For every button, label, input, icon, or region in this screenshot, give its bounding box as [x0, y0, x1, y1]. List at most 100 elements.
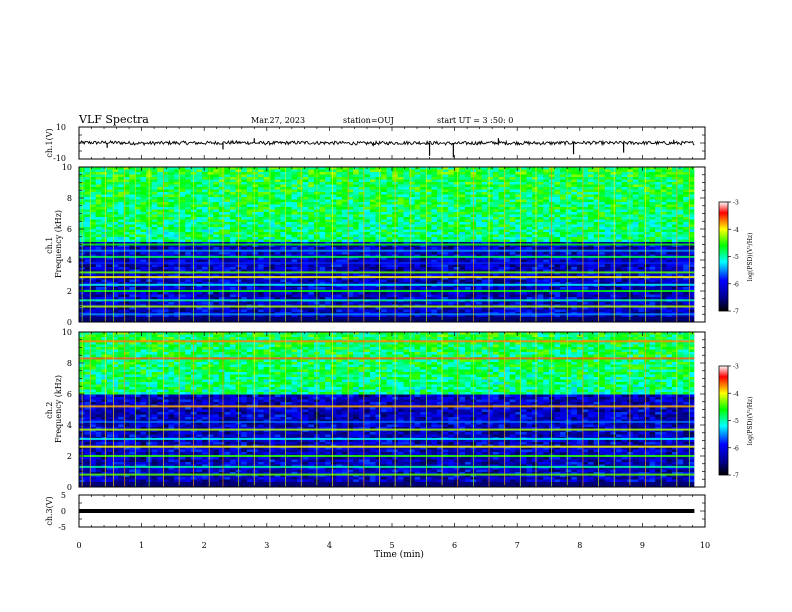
spectrogram-cell — [364, 220, 370, 223]
spectrogram-cell — [342, 175, 348, 178]
spectrogram-cell — [208, 190, 214, 193]
spectrogram-cell — [325, 267, 331, 270]
spectrogram-cell — [353, 210, 359, 213]
spectrogram-cell — [208, 295, 214, 298]
spectrogram-cell — [381, 202, 387, 205]
spectrogram-cell — [107, 177, 113, 180]
spectrogram-cell — [213, 187, 219, 190]
spectrogram-cell — [342, 287, 348, 290]
spectrogram-cell — [493, 232, 499, 235]
spectrogram-cell — [336, 227, 342, 230]
spectrogram-cell — [286, 280, 292, 283]
spectrogram-cell — [241, 205, 247, 208]
spectrogram-cell — [403, 172, 409, 175]
spectrogram-cell — [241, 302, 247, 305]
spectrogram-cell — [387, 200, 393, 203]
spectrogram-cell — [286, 252, 292, 255]
spectrogram-cell — [331, 207, 337, 210]
spectrogram-cell — [336, 195, 342, 198]
spectrogram-cell — [443, 182, 449, 185]
spectrogram-cell — [208, 217, 214, 220]
spectrogram-cell — [202, 170, 208, 173]
spectrogram-cell — [510, 182, 516, 185]
spectrogram-cell — [90, 207, 96, 210]
spectrogram-cell — [208, 235, 214, 238]
spectrogram-cell — [336, 212, 342, 215]
spectrogram-cell — [387, 197, 393, 200]
spectrogram-cell — [510, 207, 516, 210]
spectrogram-cell — [381, 170, 387, 173]
spectrogram-cell — [196, 280, 202, 283]
spectrogram-cell — [241, 195, 247, 198]
spectrogram-cell — [208, 210, 214, 213]
spectrogram-cell — [96, 230, 102, 233]
spectrogram-cell — [118, 170, 124, 173]
spectrogram-cell — [247, 187, 253, 190]
spectrogram-cell — [90, 237, 96, 240]
spectrogram-cell — [247, 232, 253, 235]
spectrogram-cell — [387, 235, 393, 238]
spectrogram-cell — [219, 192, 225, 195]
spectrogram-cell — [308, 267, 314, 270]
spectrogram-cell — [213, 190, 219, 193]
spectrogram-cell — [85, 190, 91, 193]
spectrogram-cell — [264, 212, 270, 215]
spectrogram-cell — [409, 220, 415, 223]
spectrogram-cell — [342, 195, 348, 198]
spectrogram-cell — [297, 217, 303, 220]
spectrogram-cell — [180, 180, 186, 183]
spectrogram-cell — [180, 317, 186, 320]
spectrogram-cell — [303, 292, 309, 295]
spectrogram-cell — [213, 185, 219, 188]
spectrogram-cell — [493, 235, 499, 238]
spectrogram-cell — [241, 215, 247, 218]
spectrogram-cell — [286, 267, 292, 270]
spectrogram-cell — [454, 197, 460, 200]
spectrogram-cell — [370, 212, 376, 215]
ch1-ytick-top: 10 — [56, 123, 66, 132]
spectrogram-cell — [258, 200, 264, 203]
spectrogram-cell — [336, 287, 342, 290]
spectrogram-cell — [459, 287, 465, 290]
spectrogram-cell — [431, 302, 437, 305]
spectrogram-cell — [90, 232, 96, 235]
spectrogram-cell — [448, 212, 454, 215]
spectrogram-cell — [443, 235, 449, 238]
spectrogram-cell — [196, 170, 202, 173]
spectrogram-cell — [141, 222, 147, 225]
spectrogram-cell — [101, 182, 107, 185]
spectrogram-cell — [403, 310, 409, 313]
spectrogram-cell — [476, 292, 482, 295]
spectrogram-cell — [275, 192, 281, 195]
spectrogram-cell — [336, 292, 342, 295]
spectrogram-cell — [465, 217, 471, 220]
spectrogram-cell — [381, 220, 387, 223]
spectrogram-cell — [118, 310, 124, 313]
spectrogram-cell — [303, 182, 309, 185]
spectrogram-cell — [129, 260, 135, 263]
spectrogram-cell — [241, 235, 247, 238]
spectrogram-cell — [331, 235, 337, 238]
spectrogram-cell — [286, 202, 292, 205]
spectrogram-cell — [196, 252, 202, 255]
spectrogram-cell — [454, 225, 460, 228]
spectrogram-cell — [303, 197, 309, 200]
spectrogram-cell — [107, 187, 113, 190]
spectrogram-cell — [264, 240, 270, 243]
spectrogram-cell — [308, 210, 314, 213]
spectrogram-cell — [403, 205, 409, 208]
spectrogram-cell — [275, 265, 281, 268]
spectrogram-cell — [409, 225, 415, 228]
spectrogram-cell — [487, 292, 493, 295]
spectrogram-cell — [325, 237, 331, 240]
spectrogram-cell — [375, 237, 381, 240]
spectrogram-cell — [448, 232, 454, 235]
spectrogram-cell — [241, 240, 247, 243]
spectrogram-cell — [482, 230, 488, 233]
spectrogram-cell — [443, 217, 449, 220]
spectrogram-cell — [308, 222, 314, 225]
spectrogram-cell — [459, 260, 465, 263]
spectrogram-cell — [403, 267, 409, 270]
spectrogram-cell — [448, 222, 454, 225]
spectrogram-cell — [443, 252, 449, 255]
